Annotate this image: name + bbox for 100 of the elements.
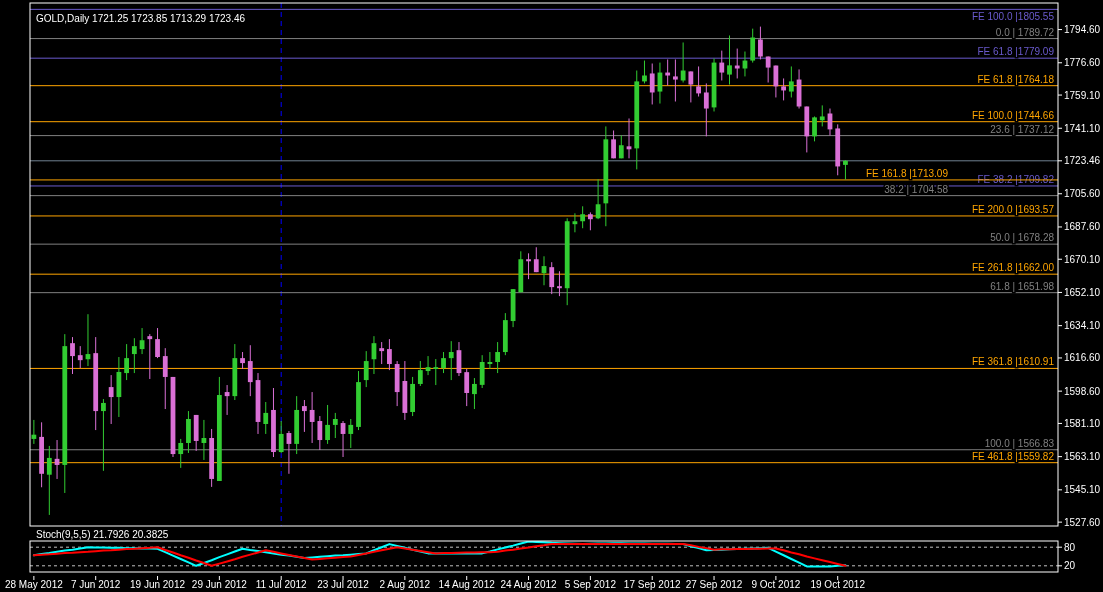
candlestick [819, 104, 825, 127]
candlestick [649, 63, 655, 105]
candlestick [472, 377, 477, 410]
candlestick [162, 347, 168, 410]
candlestick [673, 58, 678, 103]
y-tick-label: 20 [1064, 560, 1076, 572]
candlestick [703, 82, 709, 137]
y-tick-label: 1670.10 [1064, 253, 1101, 265]
candlestick [441, 351, 446, 374]
x-tick-label: 29 Jun 2012 [191, 579, 248, 590]
y-tick-label: 1616.60 [1064, 352, 1101, 364]
ref-line-label: 61.8 | 1651.98 [990, 280, 1055, 292]
candlestick [155, 327, 160, 359]
candlestick [549, 261, 555, 295]
candlestick [495, 341, 501, 374]
ref-line-label: FE 100.0 |1805.55 [971, 11, 1055, 23]
candlestick [325, 404, 330, 445]
candlestick [247, 344, 253, 397]
ref-line-label: FE 100.0 |1744.66 [971, 109, 1055, 121]
x-tick-label: 2 Aug 2012 [379, 579, 431, 590]
candlestick [688, 70, 694, 103]
candlestick [843, 159, 848, 181]
ref-line-label: FE 361.8 |1610.91 [971, 356, 1055, 368]
candlestick [487, 351, 493, 370]
candlestick [278, 420, 284, 454]
candlestick [101, 398, 106, 472]
candlestick [379, 341, 385, 365]
candlestick [773, 65, 779, 98]
candlestick [348, 418, 354, 449]
candlestick [464, 368, 470, 407]
x-tick-label: 19 Oct 2012 [810, 579, 866, 590]
candlestick [557, 270, 562, 297]
candlestick [131, 337, 137, 374]
x-tick-label: 27 Sep 2012 [685, 579, 743, 590]
candlestick [124, 343, 130, 381]
chart-title: Stoch(9,5,5) 21.7926 20.3825 [36, 529, 169, 540]
ref-line-label: FE 61.8 |1764.18 [977, 73, 1055, 85]
candlestick [417, 360, 423, 387]
candlestick [309, 391, 315, 444]
ref-line-label: FE 261.8 |1662.00 [971, 262, 1055, 274]
candlestick [108, 374, 114, 425]
candlestick [31, 419, 37, 445]
candlestick [750, 28, 756, 64]
y-tick-label: 1794.60 [1064, 24, 1101, 36]
candlestick [448, 340, 454, 381]
candlestick [595, 178, 601, 220]
candlestick [302, 399, 307, 433]
candlestick [317, 415, 323, 451]
x-tick-label: 23 Jul 2012 [317, 579, 370, 590]
candlestick [263, 401, 269, 435]
candlestick [363, 350, 369, 388]
candlestick [77, 345, 83, 369]
x-tick-label: 17 Sep 2012 [623, 579, 682, 590]
candlestick [680, 41, 686, 84]
candlestick [70, 336, 75, 375]
candlestick [812, 115, 817, 142]
candlestick [788, 65, 794, 98]
x-tick-label: 24 Aug 2012 [500, 579, 558, 590]
x-tick-label: 11 Jul 2012 [255, 579, 308, 590]
ref-line-label: 100.0 | 1566.83 [984, 437, 1055, 449]
x-tick-label: 9 Oct 2012 [751, 579, 801, 590]
y-tick-label: 1634.10 [1064, 320, 1101, 332]
x-tick-label: 5 Sep 2012 [564, 579, 617, 590]
candlestick [580, 205, 586, 229]
candlestick [665, 58, 671, 86]
y-tick-label: 1563.10 [1064, 451, 1101, 463]
y-tick-label: 1776.60 [1064, 57, 1101, 69]
x-tick-label: 14 Aug 2012 [438, 579, 496, 590]
candlestick [727, 34, 732, 86]
candlestick [758, 26, 763, 60]
candlestick [696, 65, 701, 98]
candlestick [186, 410, 191, 454]
candlestick [526, 252, 531, 280]
y-tick-label: 1723.46 [1064, 155, 1101, 167]
y-tick-label: 1545.10 [1064, 484, 1101, 496]
ref-line-label: 23.6 | 1737.12 [990, 123, 1055, 135]
y-tick-label: 1759.10 [1064, 89, 1101, 101]
y-tick-label: 1527.60 [1064, 516, 1101, 528]
candlestick [479, 354, 485, 389]
ref-line-label: FE 61.8 |1779.09 [977, 46, 1055, 58]
y-tick-label: 1741.10 [1064, 122, 1101, 134]
candlestick [46, 445, 52, 516]
ref-line-label: 0.0 | 1789.72 [995, 26, 1055, 38]
y-tick-label: 1598.60 [1064, 385, 1101, 397]
ref-line-label: FE 200.0 |1693.57 [971, 203, 1055, 215]
ref-line-label: 38.2 | 1704.58 [884, 183, 949, 195]
y-tick-label: 1687.60 [1064, 221, 1101, 233]
y-tick-label: 1705.60 [1064, 188, 1101, 200]
x-tick-label: 7 Jun 2012 [70, 579, 121, 590]
candlestick [332, 412, 338, 439]
candlestick [147, 333, 153, 380]
y-tick-label: 1652.10 [1064, 286, 1101, 298]
candlestick [781, 77, 787, 101]
candlestick [533, 246, 539, 273]
ref-line-label: FE 461.8 |1559.82 [971, 450, 1055, 462]
ref-line-label: FE 161.8 |1713.09 [865, 167, 949, 179]
y-tick-label: 80 [1064, 541, 1076, 553]
candlestick [387, 338, 392, 371]
ref-line-label: 50.0 | 1678.28 [990, 232, 1055, 244]
candlestick [611, 129, 616, 159]
